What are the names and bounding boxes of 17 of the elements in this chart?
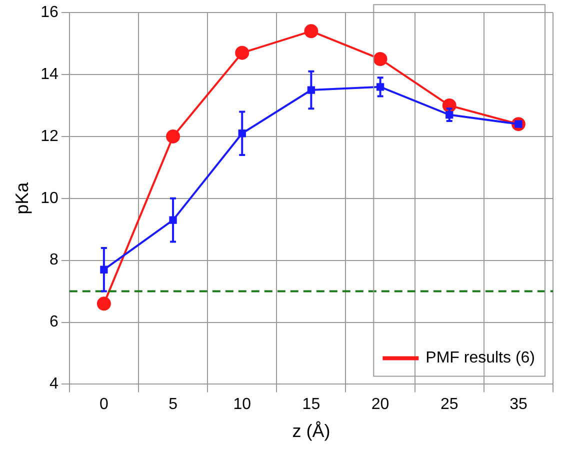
x-tick-label: 0 xyxy=(99,396,108,414)
y-tick-label: 6 xyxy=(49,314,58,331)
legend-label: PMF results (6) xyxy=(426,350,535,367)
x-tick-label: 20 xyxy=(371,396,390,414)
x-tick-label: 15 xyxy=(302,396,320,414)
x-tick-label: 5 xyxy=(168,396,178,414)
x-tick-label: 25 xyxy=(440,396,458,414)
y-tick-label: 10 xyxy=(40,190,58,207)
y-tick-label: 16 xyxy=(40,4,58,22)
x-axis-title: z (Å) xyxy=(292,421,330,442)
x-tick-label: 35 xyxy=(510,396,528,414)
y-tick-label: 14 xyxy=(40,66,58,83)
y-tick-label: 4 xyxy=(49,376,58,393)
y-axis-title: pKa xyxy=(12,181,32,214)
x-tick-label: 10 xyxy=(233,396,252,414)
y-tick-label: 8 xyxy=(49,252,58,269)
y-tick-label: 12 xyxy=(40,128,58,145)
